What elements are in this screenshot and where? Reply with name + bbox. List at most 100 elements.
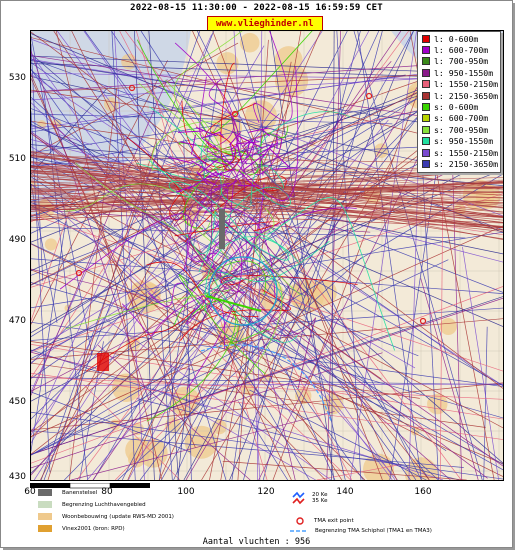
legend-swatch xyxy=(422,137,430,146)
flight-track xyxy=(260,125,289,172)
flight-track xyxy=(31,372,503,440)
legend-label: l: 950-1550m xyxy=(434,67,494,78)
flight-track xyxy=(31,154,503,229)
flight-track xyxy=(71,411,335,480)
flight-track xyxy=(204,103,257,165)
runway xyxy=(219,209,225,249)
flight-track xyxy=(203,144,224,237)
urban-area xyxy=(322,393,344,415)
flight-track xyxy=(31,171,503,231)
flight-track xyxy=(242,155,249,163)
flight-track xyxy=(117,257,362,480)
flight-track xyxy=(31,269,503,464)
flight-track xyxy=(192,154,207,165)
legend-item: l: 950-1550m xyxy=(418,67,500,78)
flight-track xyxy=(213,184,228,191)
flight-track xyxy=(249,389,427,480)
legend-swatch xyxy=(422,57,430,66)
flight-track xyxy=(195,126,217,137)
flight-track xyxy=(266,197,396,351)
flight-track xyxy=(31,157,503,255)
flight-track xyxy=(212,31,383,480)
flight-track xyxy=(31,214,187,276)
flight-track xyxy=(357,31,422,480)
flight-track xyxy=(238,401,288,480)
flight-track xyxy=(220,275,358,286)
flight-track xyxy=(237,39,269,480)
legend-item: l: 700-950m xyxy=(418,56,500,67)
flight-track xyxy=(285,368,336,480)
flight-track xyxy=(31,188,129,234)
flight-track xyxy=(31,243,403,417)
urban-area xyxy=(439,317,457,336)
flight-track xyxy=(229,131,241,146)
low-track-cluster xyxy=(97,353,109,371)
legend-item: s: 2150-3650m xyxy=(418,158,500,169)
tma-ring xyxy=(208,256,278,326)
tma-exit-point xyxy=(419,317,427,325)
flight-track xyxy=(148,159,290,261)
key-label: 20 Ke 35 Ke xyxy=(312,492,328,504)
flight-track xyxy=(31,120,503,386)
flight-track xyxy=(31,207,503,229)
flight-track xyxy=(31,352,383,469)
flight-track xyxy=(238,170,256,188)
flight-track xyxy=(33,31,323,480)
flight-track xyxy=(31,144,503,186)
key-item-tma-boundary: Begrenzing TMA Schiphol (TMA1 en TMA3) xyxy=(290,528,432,534)
flight-track xyxy=(259,142,274,163)
legend-label: l: 600-700m xyxy=(434,45,489,56)
flight-track xyxy=(199,165,203,169)
key-label: Vinex2001 (bron: RPD) xyxy=(62,525,125,532)
legend-item: s: 0-600m xyxy=(418,101,500,112)
flight-track xyxy=(31,169,503,352)
map-key: Banenstelsel Begrenzing Luchthavengebied… xyxy=(30,485,502,537)
flight-track xyxy=(31,87,108,175)
flight-track xyxy=(316,464,402,480)
urban-area xyxy=(373,143,389,158)
flight-track xyxy=(251,133,282,175)
water-area xyxy=(31,31,191,221)
flight-track xyxy=(31,341,420,399)
x-tick-80: 80 xyxy=(101,487,113,497)
legend-label: l: 1550-2150m xyxy=(434,79,499,90)
flight-track xyxy=(242,138,253,148)
flight-track xyxy=(195,186,309,298)
key-item-tma-exit: TMA exit point xyxy=(295,516,354,526)
flight-track xyxy=(31,62,487,378)
flight-track xyxy=(31,318,503,360)
urban-area xyxy=(44,238,58,251)
tma-boundary xyxy=(200,344,332,422)
flight-track xyxy=(31,286,503,464)
flight-track xyxy=(211,153,235,166)
flight-track xyxy=(416,459,439,480)
flight-track xyxy=(31,76,446,168)
flight-track xyxy=(85,308,196,372)
flight-track xyxy=(214,172,231,178)
flight-track xyxy=(204,236,300,312)
flight-track xyxy=(125,31,462,480)
flight-track xyxy=(136,138,206,182)
x-tick-140: 140 xyxy=(336,487,354,497)
flight-track xyxy=(262,31,383,480)
legend-label: l: 700-950m xyxy=(434,56,489,67)
flight-track xyxy=(272,167,298,170)
flight-track xyxy=(176,185,193,193)
flight-track xyxy=(222,460,467,480)
scale-bar xyxy=(30,483,150,489)
flight-track xyxy=(229,143,235,161)
flight-track xyxy=(219,132,225,139)
flight-count: Aantal vluchten : 956 xyxy=(202,537,311,547)
legend-label: s: 600-700m xyxy=(434,113,489,124)
legend-label: s: 2150-3650m xyxy=(434,158,499,169)
y-tick-450: 450 xyxy=(8,397,26,407)
flight-track xyxy=(31,268,314,338)
flight-track xyxy=(31,113,393,125)
flight-track xyxy=(178,130,203,133)
tma-exit-point xyxy=(365,92,373,100)
flight-track xyxy=(111,31,136,480)
key-item-airport-boundary: Begrenzing Luchthavengebied xyxy=(38,501,146,508)
flight-track xyxy=(138,189,227,480)
x-tick-100: 100 xyxy=(177,487,195,497)
